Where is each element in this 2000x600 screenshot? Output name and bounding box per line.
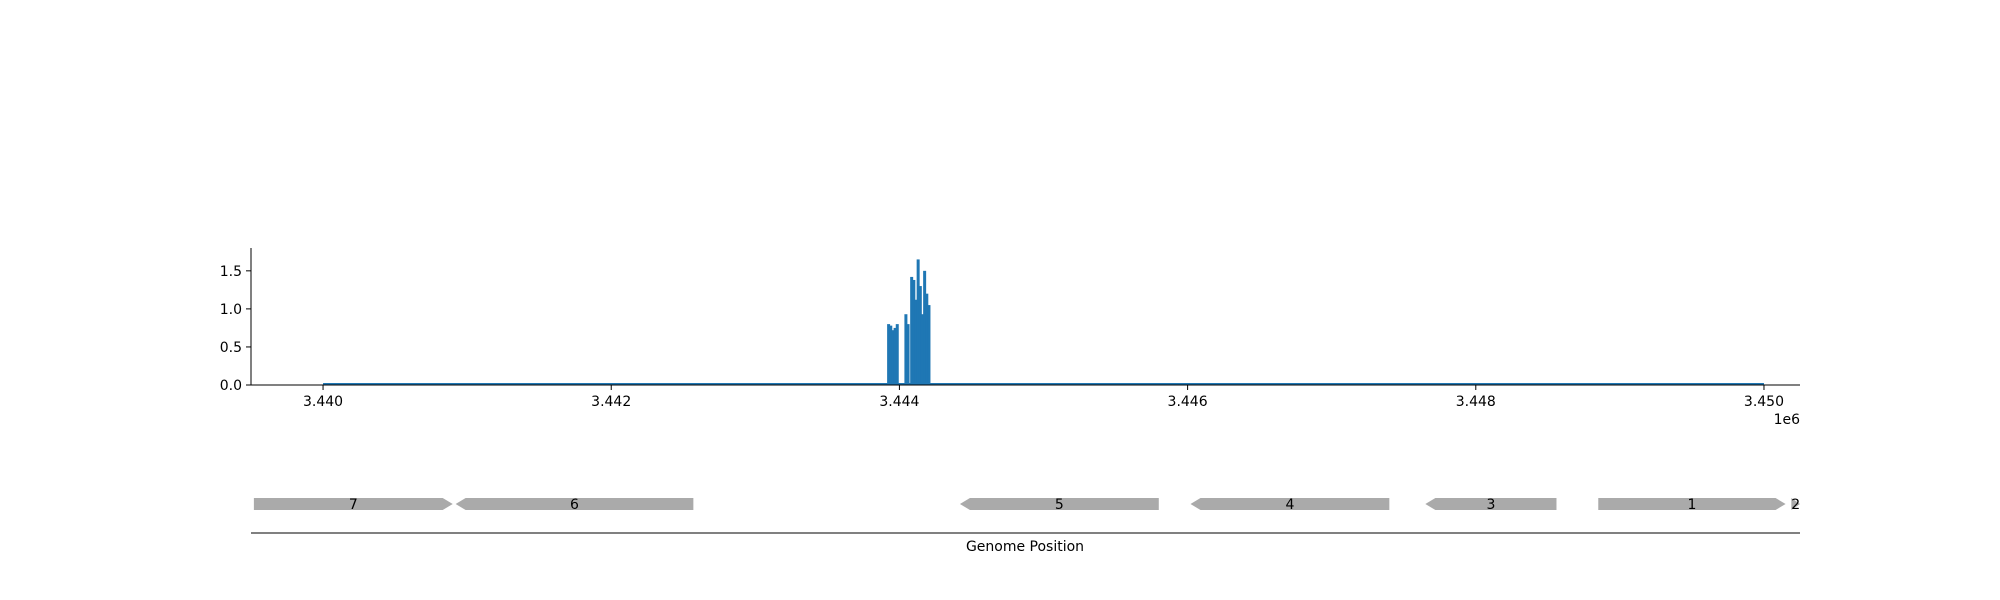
coverage-bar	[906, 324, 910, 385]
x-tick-label: 3.444	[879, 394, 919, 410]
coverage-bar	[910, 276, 914, 385]
gene-label: 5	[1055, 497, 1064, 513]
coverage-bar	[927, 305, 931, 385]
coverage-bar	[918, 286, 922, 385]
coverage-bar	[887, 324, 891, 385]
coverage-bar	[893, 327, 897, 385]
x-axis-ticks: 3.440 3.442 3.444 3.446 3.448 3.450	[303, 385, 1784, 410]
coverage-bar-chart: 0.00.51.01.5 3.440 3.442 3.444 3.446 3.448 3.…	[220, 248, 1800, 428]
gene-arrow	[1190, 498, 1390, 510]
y-tick-label: 1.0	[220, 302, 242, 318]
gene-arrows: 7 6 5 4 3 1 2	[253, 497, 1800, 513]
x-tick-label: 3.448	[1456, 394, 1496, 410]
gene-track: 7 6 5 4 3 1 2 Genome Position	[251, 497, 1800, 555]
coverage-bar	[904, 314, 908, 385]
coverage-bar	[895, 324, 899, 385]
gene-label: 7	[349, 497, 358, 513]
coverage-bar	[916, 259, 920, 385]
coverage-bar	[920, 314, 924, 385]
gene-arrow	[959, 498, 1159, 510]
gene-label: 6	[570, 497, 579, 513]
coverage-bar	[914, 299, 918, 385]
gene-arrow	[455, 498, 694, 510]
gene-label: 2	[1791, 497, 1800, 513]
x-tick-label: 3.446	[1168, 394, 1208, 410]
x-tick-label: 3.450	[1744, 394, 1784, 410]
gene-label: 4	[1285, 497, 1294, 513]
genome-position-label: Genome Position	[966, 539, 1084, 555]
gene-arrow	[253, 498, 453, 510]
x-tick-label: 3.442	[591, 394, 631, 410]
coverage-bar	[912, 279, 916, 385]
x-axis-offset-label: 1e6	[1774, 412, 1801, 428]
y-axis-ticks: 0.0 0.5 1.0 1.5	[220, 264, 251, 394]
y-tick-label: 1.5	[220, 264, 242, 280]
coverage-bar	[889, 325, 893, 385]
coverage-bar	[891, 330, 895, 385]
coverage-bar	[925, 293, 929, 385]
y-tick-label: 0.5	[220, 340, 242, 356]
x-tick-label: 3.440	[303, 394, 343, 410]
coverage-bar	[923, 270, 927, 385]
gene-arrow	[1791, 498, 1800, 510]
gene-label: 3	[1486, 497, 1495, 513]
gene-arrow	[1425, 498, 1557, 510]
gene-arrow	[1598, 498, 1786, 510]
coverage-bars	[887, 259, 931, 385]
gene-label: 1	[1687, 497, 1696, 513]
y-tick-label: 0.0	[220, 378, 242, 394]
